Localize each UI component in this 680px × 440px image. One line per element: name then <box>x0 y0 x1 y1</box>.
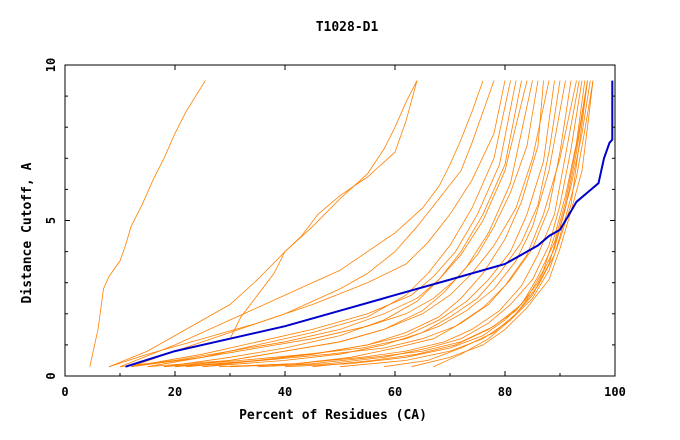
series-line-other-9 <box>163 80 522 368</box>
x-tick-label: 0 <box>61 385 68 399</box>
x-tick-label: 100 <box>604 385 626 399</box>
series-line-other-19 <box>185 80 577 368</box>
series-line-other-1 <box>89 80 206 367</box>
series-line-other-27 <box>411 80 594 368</box>
series-line-other-8 <box>130 80 517 368</box>
series-line-other-21 <box>257 80 583 368</box>
series-line-other-18 <box>229 80 572 368</box>
series-line-other-14 <box>147 80 550 368</box>
plot-lines <box>89 80 614 368</box>
series-line-other-10 <box>119 80 528 368</box>
series-line-other-5 <box>130 80 495 368</box>
x-tick-label: 40 <box>278 385 292 399</box>
series-line-other-12 <box>130 80 539 368</box>
x-tick-label: 20 <box>168 385 182 399</box>
series-line-other-20 <box>218 80 580 368</box>
series-line-highlight <box>125 80 614 368</box>
chart-title: T1028-D1 <box>316 20 379 35</box>
x-axis: 0 20 40 60 80 100 <box>61 65 626 399</box>
x-axis-label: Percent of Residues (CA) <box>239 408 427 423</box>
y-tick-label: 0 <box>44 372 58 379</box>
series-line-other-26 <box>383 80 594 368</box>
y-axis: 0 5 10 <box>44 58 615 380</box>
x-tick-label: 80 <box>498 385 512 399</box>
x-tick-label: 60 <box>388 385 402 399</box>
y-tick-label: 10 <box>44 58 58 72</box>
series-line-other-17 <box>163 80 566 368</box>
series-line-other-16 <box>202 80 561 368</box>
series-line-other-2 <box>108 80 418 368</box>
series-line-other-15 <box>174 80 555 368</box>
series-line-other-6 <box>108 80 506 368</box>
series-line-other-7 <box>147 80 511 368</box>
series-line-other-24 <box>312 80 588 368</box>
series-line-other-3 <box>229 80 418 339</box>
series-line-other-28 <box>433 80 588 368</box>
series-line-other-4 <box>119 80 484 368</box>
y-axis-label: Distance Cutoff, A <box>20 162 35 303</box>
y-tick-label: 5 <box>44 217 58 224</box>
series-line-other-25 <box>339 80 591 368</box>
series-line-other-23 <box>229 80 588 368</box>
